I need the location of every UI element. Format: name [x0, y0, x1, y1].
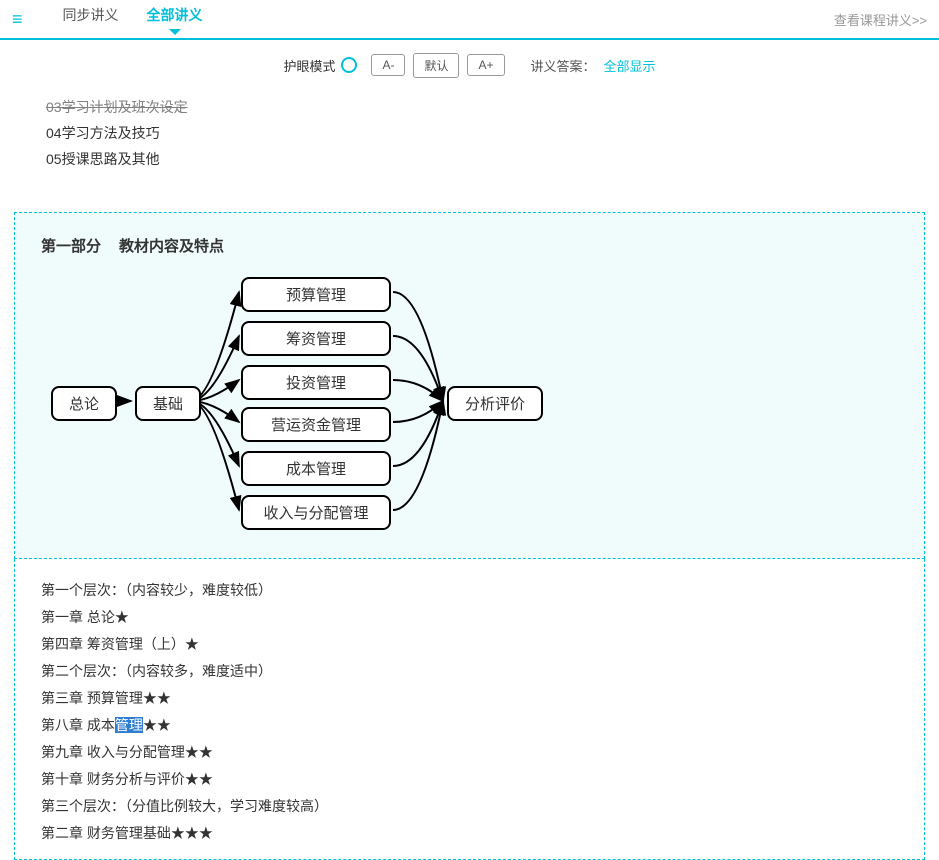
chapter-line: 第十章 财务分析与评价★★: [41, 766, 898, 793]
outline-line: 03学习计划及班次设定: [46, 94, 925, 120]
flow-node-general: 总论: [51, 386, 117, 421]
menu-icon[interactable]: ≡: [12, 9, 23, 30]
chapter-line: 第四章 筹资管理（上）★: [41, 631, 898, 658]
chapter-line: 第八章 成本管理★★: [41, 712, 898, 739]
eyecare-label: 护眼模式: [283, 56, 335, 75]
flow-node-mid: 营运资金管理: [241, 407, 391, 442]
section-panel-1: 第一部分 教材内容及特点: [14, 212, 925, 559]
chapter-line: 第三个层次：（分值比例较大，学习难度较高）: [41, 793, 898, 820]
outline-line: 05授课思路及其他: [46, 146, 925, 172]
view-course-link[interactable]: 查看课程讲义>>: [834, 10, 927, 29]
section-panel-2: 第一个层次：（内容较少，难度较低）第一章 总论★第四章 筹资管理（上）★第二个层…: [14, 559, 925, 860]
text: 第八章 成本: [41, 717, 115, 733]
chapter-line: 第二个层次：（内容较多，难度适中）: [41, 658, 898, 685]
flow-node-mid: 预算管理: [241, 277, 391, 312]
chapter-line: 第二章 财务管理基础★★★: [41, 820, 898, 847]
flow-node-eval: 分析评价: [447, 386, 543, 421]
title-part-a: 第一部分: [41, 238, 101, 255]
title-part-b: 教材内容及特点: [119, 238, 224, 255]
flow-node-mid: 投资管理: [241, 365, 391, 400]
content-area: 03学习计划及班次设定 04学习方法及技巧 05授课思路及其他 第一部分 教材内容…: [0, 94, 939, 860]
outline-line: 04学习方法及技巧: [46, 120, 925, 146]
tab-all[interactable]: 全部讲义: [147, 5, 203, 33]
top-bar: ≡ 同步讲义 全部讲义 查看课程讲义>>: [0, 0, 939, 40]
tab-sync[interactable]: 同步讲义: [63, 5, 119, 33]
section-title: 第一部分 教材内容及特点: [41, 235, 898, 256]
font-larger-button[interactable]: A+: [467, 54, 504, 76]
flowchart: 总论 基础 预算管理 筹资管理 投资管理 营运资金管理 成本管理 收入与分配管理…: [41, 270, 898, 530]
flow-node-mid: 收入与分配管理: [241, 495, 391, 530]
toolbar: 护眼模式 A- 默认 A+ 讲义答案： 全部显示: [0, 40, 939, 90]
outline-prelines: 03学习计划及班次设定 04学习方法及技巧 05授课思路及其他: [46, 94, 925, 172]
chapter-line: 第三章 预算管理★★: [41, 685, 898, 712]
answer-label: 讲义答案：: [531, 56, 596, 75]
chapter-line: 第一章 总论★: [41, 604, 898, 631]
eyecare-toggle[interactable]: 护眼模式: [283, 56, 357, 75]
flow-node-mid: 筹资管理: [241, 321, 391, 356]
highlight-text: 管理: [115, 717, 143, 733]
chapter-line: 第九章 收入与分配管理★★: [41, 739, 898, 766]
chapter-line: 第一个层次：（内容较少，难度较低）: [41, 577, 898, 604]
font-smaller-button[interactable]: A-: [371, 54, 405, 76]
flow-node-mid: 成本管理: [241, 451, 391, 486]
answer-show-link[interactable]: 全部显示: [604, 56, 656, 75]
font-default-button[interactable]: 默认: [413, 53, 459, 78]
eyecare-circle-icon: [341, 57, 357, 73]
flow-node-base: 基础: [135, 386, 201, 421]
text: ★★: [143, 717, 171, 733]
